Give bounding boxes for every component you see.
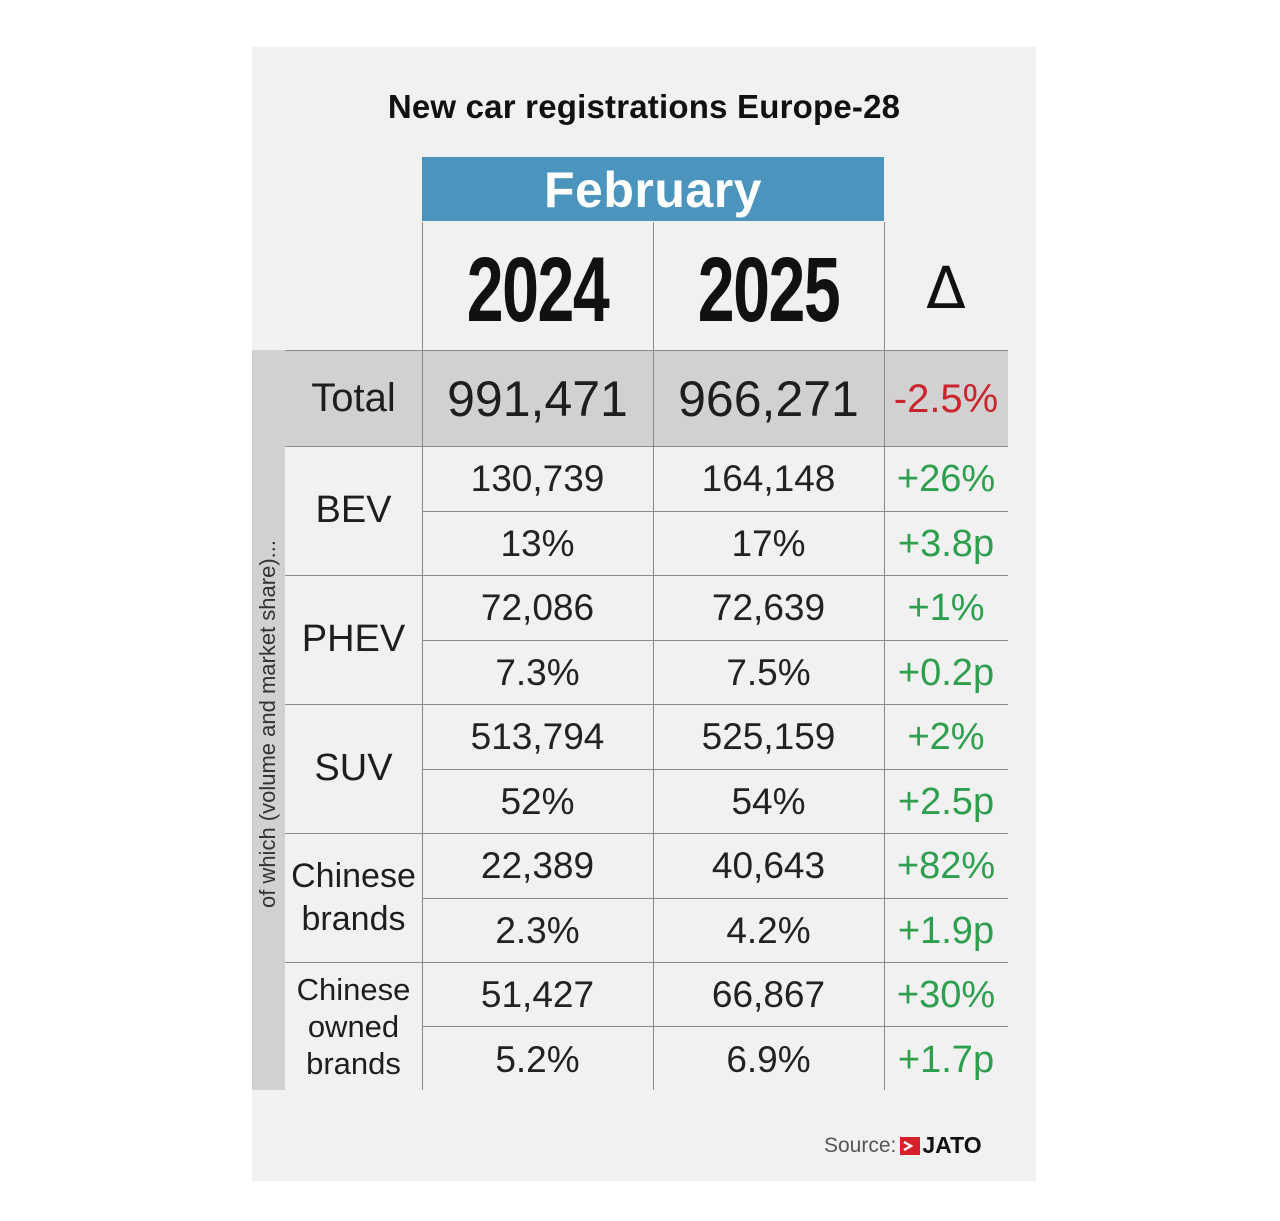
column-header-2025: 2025: [697, 239, 841, 341]
chart-title: New car registrations Europe-28: [387, 88, 901, 125]
row-label-line: Chinese: [296, 972, 411, 1007]
month-header: February: [422, 157, 884, 221]
grid-line: [422, 222, 423, 1090]
grid-line: [285, 350, 1008, 351]
volume-delta: +82%: [896, 845, 996, 887]
total-2024: 991,471: [447, 371, 628, 427]
share-delta: +2.5p: [897, 780, 995, 823]
column-header-2024: 2024: [466, 239, 610, 341]
share-delta: +0.2p: [897, 651, 995, 694]
row-label: Chinese owned brands: [285, 962, 422, 1091]
total-label: Total: [311, 376, 396, 420]
row-label-line: brands: [306, 1046, 401, 1081]
share-2024: 2.3%: [495, 909, 580, 951]
share-2024: 7.3%: [495, 651, 580, 693]
share-2025: 7.5%: [726, 651, 811, 693]
grid-line: [884, 222, 885, 1090]
share-2025: 54%: [731, 780, 806, 822]
total-2025: 966,271: [678, 371, 859, 427]
volume-2025: 72,639: [711, 587, 826, 628]
row-label: Chinese brands: [285, 833, 422, 962]
row-label: BEV: [285, 446, 422, 575]
row-label-line: BEV: [315, 489, 392, 531]
jato-arrow-icon: [900, 1136, 921, 1155]
volume-2025: 40,643: [711, 845, 826, 886]
grid-line: [285, 704, 1008, 705]
total-row-background: [285, 350, 1008, 446]
grid-line: [285, 833, 1008, 834]
volume-2025: 525,159: [701, 716, 836, 757]
row-label-line: brands: [301, 899, 406, 938]
delta-header-icon: Δ: [926, 254, 966, 322]
volume-2025: 164,148: [701, 458, 836, 499]
share-2024: 52%: [500, 780, 575, 822]
grid-line: [422, 511, 1008, 512]
grid-line: [422, 1026, 1008, 1027]
volume-2024: 22,389: [480, 845, 595, 886]
volume-delta: +30%: [896, 974, 996, 1016]
volume-2024: 513,794: [470, 716, 605, 757]
share-2024: 5.2%: [495, 1038, 580, 1080]
source-label: Source:: [824, 1133, 897, 1157]
grid-line: [285, 575, 1008, 576]
volume-2024: 72,086: [480, 587, 595, 628]
row-label: PHEV: [285, 575, 422, 704]
side-band: [252, 350, 285, 1090]
volume-delta: +26%: [896, 458, 996, 500]
row-label-line: owned: [307, 1009, 400, 1044]
grid-line: [653, 222, 654, 1090]
source-brand: JATO: [922, 1132, 982, 1158]
source-line: Source: JATO: [824, 1132, 982, 1159]
share-delta: +3.8p: [897, 522, 995, 565]
infographic-card: [252, 47, 1036, 1181]
row-label-line: SUV: [314, 747, 393, 789]
volume-2024: 51,427: [480, 974, 595, 1015]
side-label: of which (volume and market share)...: [255, 539, 280, 909]
share-2024: 13%: [500, 522, 575, 564]
grid-line: [285, 962, 1008, 963]
grid-line: [422, 769, 1008, 770]
grid-line: [422, 898, 1008, 899]
row-label-line: Chinese: [291, 856, 416, 895]
volume-2025: 66,867: [711, 974, 826, 1015]
share-delta: +1.9p: [897, 909, 995, 952]
share-2025: 4.2%: [726, 909, 811, 951]
share-2025: 6.9%: [726, 1038, 811, 1080]
row-label: SUV: [285, 704, 422, 833]
grid-line: [422, 640, 1008, 641]
volume-2024: 130,739: [470, 458, 605, 499]
share-2025: 17%: [731, 522, 806, 564]
share-delta: +1.7p: [897, 1038, 995, 1081]
jato-logo: JATO: [900, 1132, 982, 1159]
total-delta: -2.5%: [893, 377, 999, 421]
row-label-line: PHEV: [301, 618, 406, 660]
volume-delta: +2%: [907, 716, 985, 758]
volume-delta: +1%: [907, 587, 985, 629]
grid-line: [285, 446, 1008, 447]
